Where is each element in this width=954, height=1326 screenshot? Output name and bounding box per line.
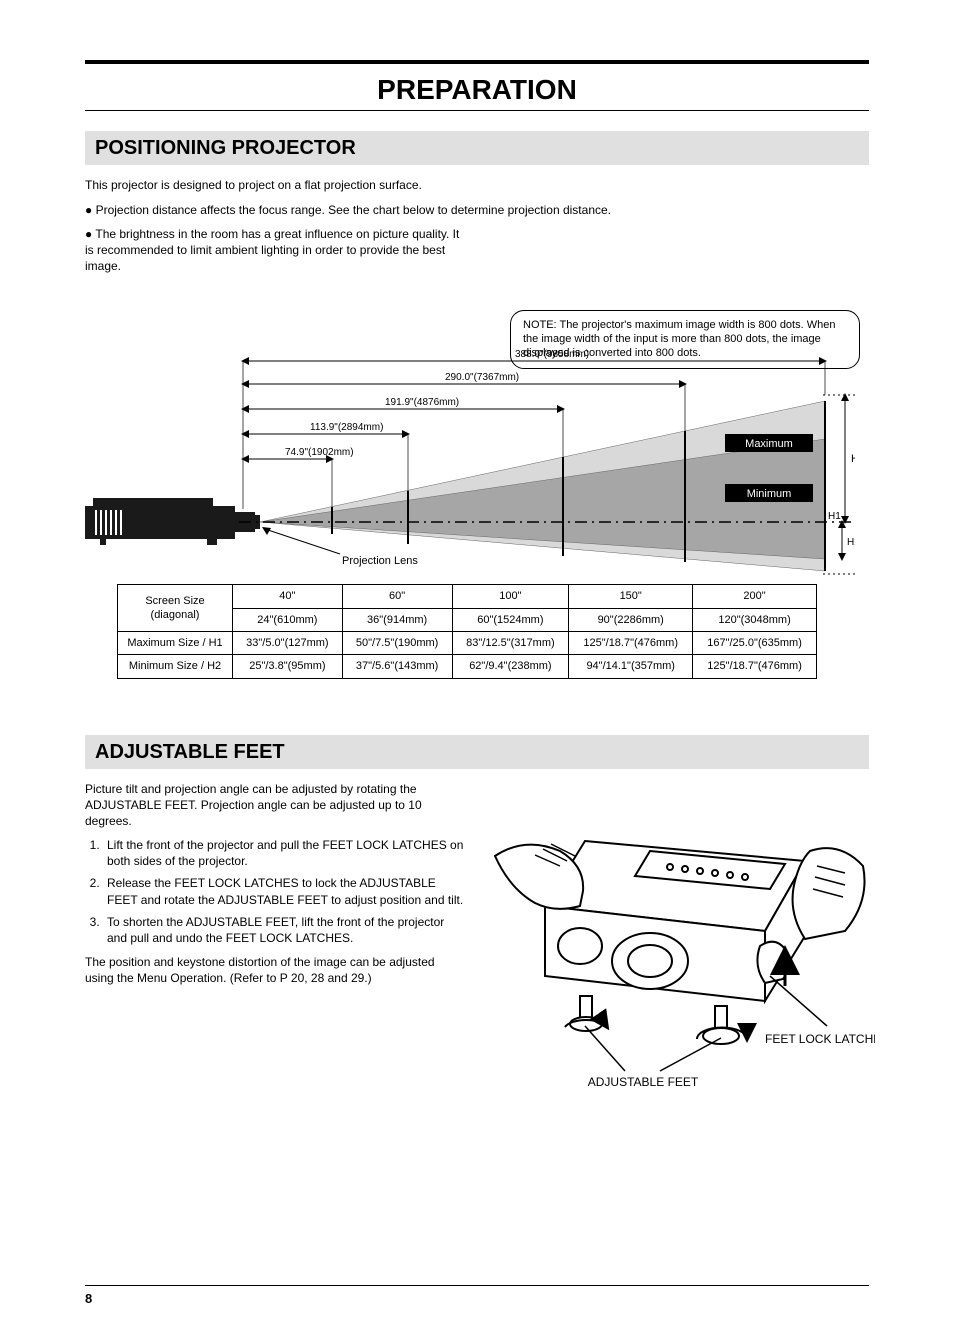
table-row-min-label: Minimum Size / H2 xyxy=(118,655,233,678)
feet-lock-latches-label: FEET LOCK LATCHES xyxy=(765,1032,875,1046)
table-size-60: 60" xyxy=(342,585,452,608)
table-min-2: 62"/9.4"(238mm) xyxy=(452,655,569,678)
dist-label-100: 191.9"(4876mm) xyxy=(385,397,459,408)
feet-steps: Lift the front of the projector and pull… xyxy=(85,837,465,946)
table-height-40: 24"(610mm) xyxy=(233,608,343,631)
table-max-4: 167"/25.0"(635mm) xyxy=(693,631,817,654)
table-size-100: 100" xyxy=(452,585,569,608)
table-row-max-label: Maximum Size / H1 xyxy=(118,631,233,654)
adjustable-feet-label: ADJUSTABLE FEET xyxy=(588,1075,699,1089)
feet-step-1: Lift the front of the projector and pull… xyxy=(103,837,465,869)
feet-step-2: Release the FEET LOCK LATCHES to lock th… xyxy=(103,875,465,907)
table-min-4: 125"/18.7"(476mm) xyxy=(693,655,817,678)
svg-text:H: H xyxy=(851,453,855,465)
feet-step-3: To shorten the ADJUSTABLE FEET, lift the… xyxy=(103,914,465,946)
section-heading-positioning: POSITIONING PROJECTOR xyxy=(85,131,869,165)
bullet-text-1: Projection distance affects the focus ra… xyxy=(92,203,611,217)
table-min-0: 25"/3.8"(95mm) xyxy=(233,655,343,678)
feet-intro: Picture tilt and projection angle can be… xyxy=(85,781,465,830)
feet-note: The position and keystone distortion of … xyxy=(85,954,465,986)
page-number: 8 xyxy=(85,1291,92,1308)
dist-label-40: 74.9"(1902mm) xyxy=(285,447,354,458)
table-head-screensize: Screen Size (diagonal) xyxy=(118,585,233,632)
positioning-bullet-2: ● The brightness in the room has a great… xyxy=(85,226,465,275)
maximum-label: Maximum xyxy=(745,438,793,450)
table-height-60: 36"(914mm) xyxy=(342,608,452,631)
positioning-intro: This projector is designed to project on… xyxy=(85,177,869,193)
table-size-40: 40" xyxy=(233,585,343,608)
table-max-1: 50"/7.5"(190mm) xyxy=(342,631,452,654)
table-max-3: 125"/18.7"(476mm) xyxy=(569,631,693,654)
dist-label-200: 388.0"(9858mm) xyxy=(515,349,589,360)
table-max-0: 33"/5.0"(127mm) xyxy=(233,631,343,654)
projection-lens-label: Projection Lens xyxy=(342,555,418,567)
dist-label-150: 290.0"(7367mm) xyxy=(445,372,519,383)
table-height-100: 60"(1524mm) xyxy=(452,608,569,631)
section-heading-feet: ADJUSTABLE FEET xyxy=(85,735,869,769)
dist-label-60: 113.9"(2894mm) xyxy=(310,422,383,433)
distance-table: Screen Size (diagonal) 40" 60" 100" 150"… xyxy=(117,584,817,678)
projection-diagram: 74.9"(1902mm) 113.9"(2894mm) 191.9"(4876… xyxy=(85,339,855,579)
table-max-2: 83"/12.5"(317mm) xyxy=(452,631,569,654)
svg-text:H1: H1 xyxy=(828,511,841,522)
svg-text:H2: H2 xyxy=(847,537,855,548)
chapter-title: PREPARATION xyxy=(85,60,869,111)
feet-illustration: ADJUSTABLE FEET FEET LOCK LATCHES xyxy=(465,811,875,1101)
table-min-1: 37"/5.6"(143mm) xyxy=(342,655,452,678)
table-size-150: 150" xyxy=(569,585,693,608)
positioning-bullet-1: ● Projection distance affects the focus … xyxy=(85,202,869,218)
projector-icon xyxy=(85,498,260,545)
table-height-150: 90"(2286mm) xyxy=(569,608,693,631)
minimum-label: Minimum xyxy=(747,488,792,500)
bullet-text-2: The brightness in the room has a great i… xyxy=(85,227,459,273)
table-height-200: 120"(3048mm) xyxy=(693,608,817,631)
table-size-200: 200" xyxy=(693,585,817,608)
table-min-3: 94"/14.1"(357mm) xyxy=(569,655,693,678)
